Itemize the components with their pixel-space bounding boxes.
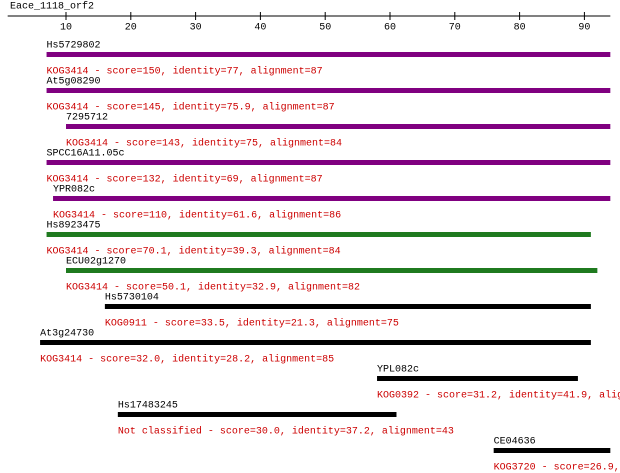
hit-bar xyxy=(104,304,591,309)
hit-name: SPCC16A11.05c xyxy=(47,149,125,160)
hit-name: YPL082c xyxy=(377,365,419,376)
x-tick-label: 90 xyxy=(578,23,590,34)
hit-bar xyxy=(377,376,578,381)
x-tick-label: 40 xyxy=(254,23,266,34)
hit-bar xyxy=(117,412,397,417)
hit-bar xyxy=(46,232,591,237)
hit-name: YPR082c xyxy=(53,185,95,196)
hit-bar xyxy=(40,340,591,345)
hit-bar xyxy=(46,52,611,57)
hit-bar xyxy=(66,268,598,273)
hit-label: KOG0911 - score=33.5, identity=21.3, ali… xyxy=(105,318,399,330)
hit-label: KOG3414 - score=70.1, identity=39.3, ali… xyxy=(47,246,341,258)
hit-bar xyxy=(53,196,611,201)
hit-name: At5g08290 xyxy=(47,77,101,88)
hit-name: Hs5730104 xyxy=(105,293,159,304)
hit-name: ECU02g1270 xyxy=(66,257,126,268)
x-tick-label: 50 xyxy=(319,23,331,34)
hit-bar xyxy=(46,160,611,165)
x-tick-label: 60 xyxy=(384,23,396,34)
chart-title: Eace_1118_orf2 xyxy=(10,1,94,13)
hit-name: 7295712 xyxy=(66,113,108,124)
x-tick-label: 70 xyxy=(449,23,461,34)
hit-name: CE04636 xyxy=(494,437,536,448)
hit-label: KOG3414 - score=143, identity=75, alignm… xyxy=(66,138,342,150)
hit-name: At3g24730 xyxy=(40,329,94,340)
hit-label: KOG3414 - score=145, identity=75.9, alig… xyxy=(47,102,335,114)
hit-bar xyxy=(66,124,611,129)
hit-label: KOG0392 - score=31.2, identity=41.9, ali… xyxy=(377,390,620,402)
hit-label: KOG3414 - score=50.1, identity=32.9, ali… xyxy=(66,282,360,294)
x-tick-label: 30 xyxy=(190,23,202,34)
x-tick-label: 20 xyxy=(125,23,137,34)
x-tick-label: 80 xyxy=(514,23,526,34)
hit-label: Not classified - score=30.0, identity=37… xyxy=(118,426,454,438)
hit-label: KOG3414 - score=150, identity=77, alignm… xyxy=(47,66,323,78)
hit-label: KOG3414 - score=110, identity=61.6, alig… xyxy=(53,210,341,222)
hit-bar xyxy=(46,88,611,93)
hit-name: Hs5729802 xyxy=(47,41,101,52)
hit-name: Hs17483245 xyxy=(118,401,178,412)
hit-name: Hs8923475 xyxy=(47,221,101,232)
hit-label: KOG3720 - score=26.9, identity=24.1, ali… xyxy=(494,462,620,473)
x-tick-label: 10 xyxy=(60,23,72,34)
hit-label: KOG3414 - score=132, identity=69, alignm… xyxy=(47,174,323,186)
hit-label: KOG3414 - score=32.0, identity=28.2, ali… xyxy=(40,354,334,366)
hit-bar xyxy=(493,448,611,453)
